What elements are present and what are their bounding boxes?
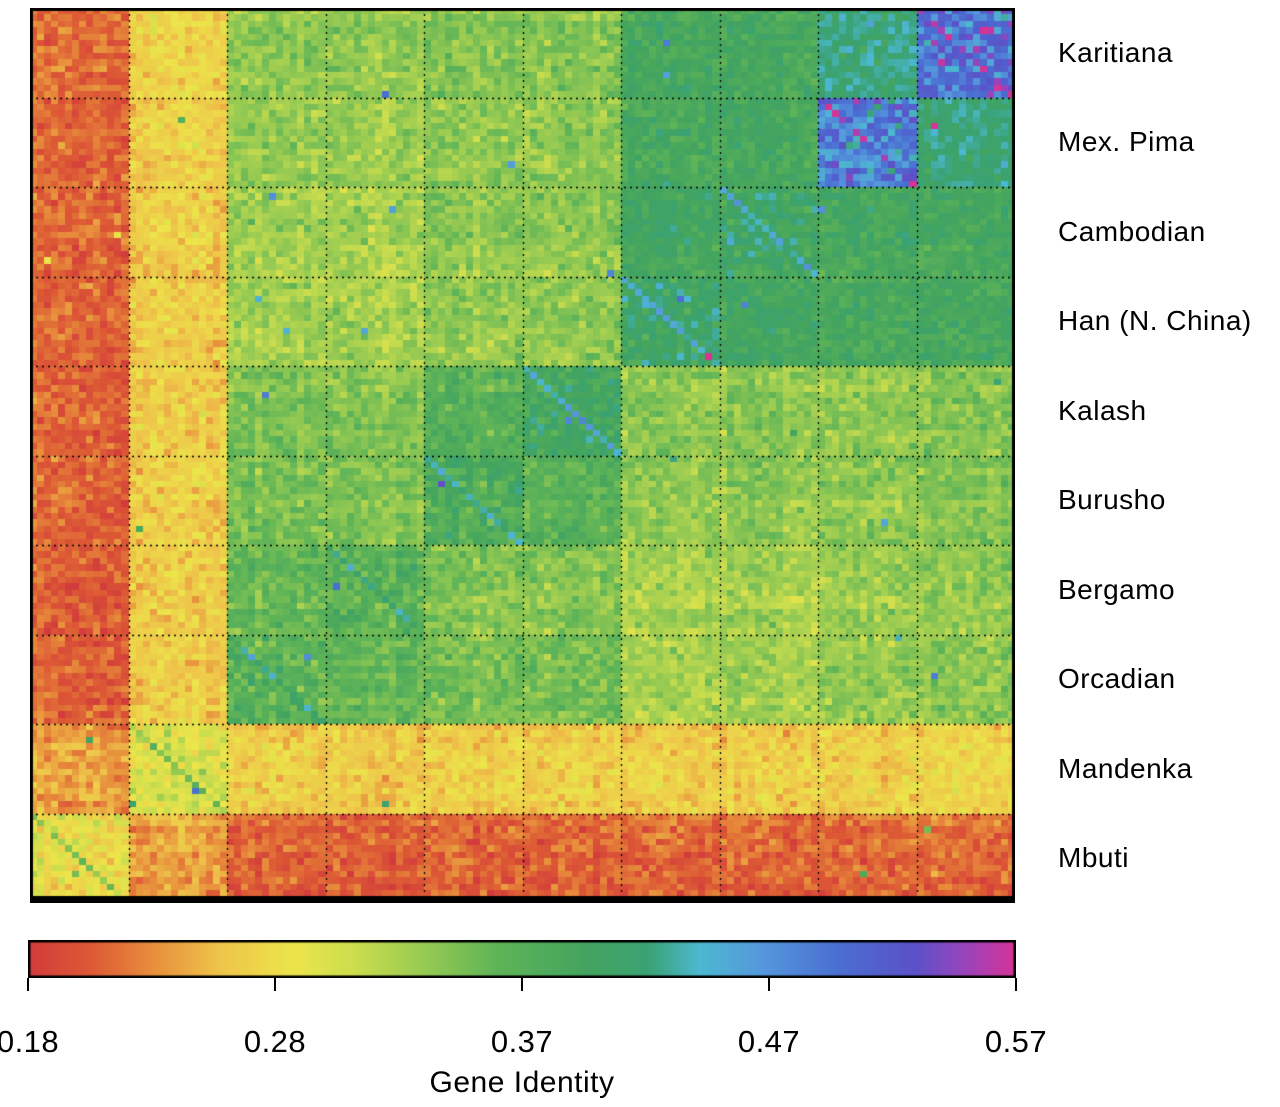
- colorbar-tick: [27, 978, 29, 991]
- colorbar-tick-label: 0.57: [984, 1024, 1048, 1059]
- row-label-orcadian: Orcadian: [1058, 663, 1176, 695]
- colorbar-tick-label: 0.28: [243, 1024, 307, 1059]
- colorbar-tick: [274, 978, 276, 991]
- colorbar-tick-label: 0.18: [0, 1024, 60, 1059]
- colorbar-gradient: [28, 940, 1016, 978]
- row-label-mex-pima: Mex. Pima: [1058, 126, 1195, 158]
- row-label-burusho: Burusho: [1058, 484, 1166, 516]
- row-label-mbuti: Mbuti: [1058, 842, 1129, 874]
- colorbar-tick: [1015, 978, 1017, 991]
- row-label-kalash: Kalash: [1058, 394, 1147, 426]
- row-label-mandenka: Mandenka: [1058, 752, 1193, 784]
- row-label-karitiana: Karitiana: [1058, 36, 1174, 68]
- row-label-cambodian: Cambodian: [1058, 215, 1206, 247]
- colorbar-axis-label: Gene Identity: [429, 1066, 615, 1099]
- gene-identity-heatmap-canvas: [30, 8, 1015, 903]
- row-label-bergamo: Bergamo: [1058, 573, 1176, 605]
- colorbar-tick-label: 0.37: [490, 1024, 554, 1059]
- colorbar-tick-label: 0.47: [737, 1024, 801, 1059]
- colorbar-tick: [768, 978, 770, 991]
- colorbar-tick: [521, 978, 523, 991]
- row-label-han-n-china: Han (N. China): [1058, 305, 1252, 337]
